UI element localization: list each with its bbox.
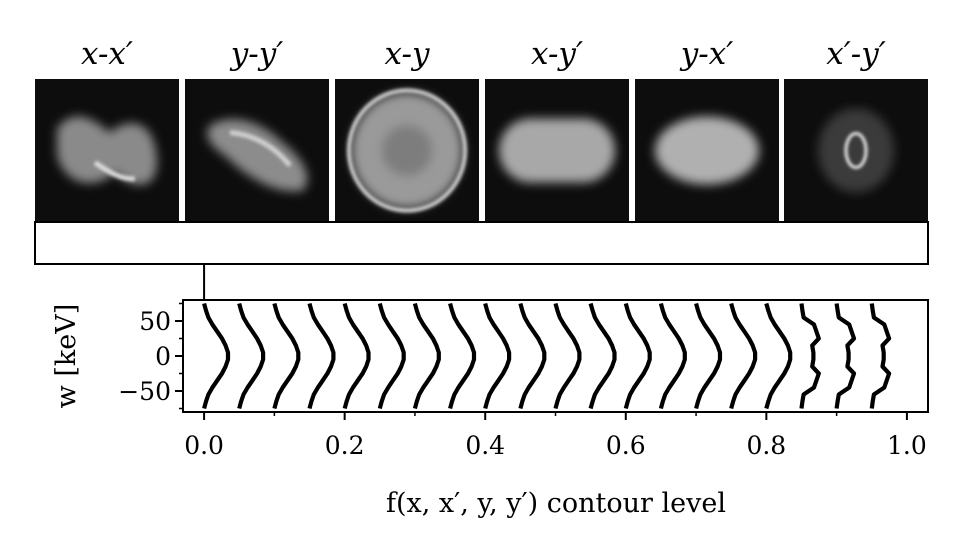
profile-curve-8 (483, 302, 512, 410)
panel-title-6: x′-y′ (784, 34, 928, 74)
profile-curve-7 (448, 302, 477, 410)
x-tick-label: 0.4 (465, 431, 505, 460)
x-tick-label: 1.0 (887, 431, 927, 460)
profile-curve-2 (272, 302, 301, 410)
profile-curve-16 (764, 302, 793, 410)
profile-curve-15 (729, 302, 758, 410)
profile-curve-9 (518, 302, 547, 410)
panel-disk (335, 79, 479, 222)
marker-bar (34, 221, 929, 265)
profile-curve-4 (342, 302, 371, 410)
plot-area: 0.0 0.2 0.4 0.6 0.8 1.0 50 0 −50 w [keV] f(x, x… (51, 299, 929, 519)
panel-title-2: y-y′ (185, 34, 329, 74)
panel-title-5: y-x′ (635, 34, 779, 74)
panel-capsule (485, 79, 629, 222)
profile-curve-12 (623, 302, 652, 410)
x-axis-ticks: 0.0 0.2 0.4 0.6 0.8 1.0 (184, 412, 927, 460)
panel-title-text: x-y (384, 36, 430, 72)
panel-title-3: x-y (335, 34, 479, 74)
panel-title-prime: ′ (726, 36, 734, 72)
panel-title-text: x′-y (826, 36, 879, 72)
x-tick-label: 0.2 (325, 431, 365, 460)
profile-curve-18 (834, 303, 857, 409)
profile-curve-0 (202, 302, 231, 410)
panel-title-text: x-x (81, 36, 126, 72)
panel-title-text: y-x (680, 36, 727, 72)
panel-s-curve (185, 79, 329, 222)
panel-title-1: x-x′ (35, 34, 179, 74)
y-axis-label: w [keV] (51, 304, 82, 409)
panel-title-text: y-y (230, 36, 277, 72)
x-tick-label: 0.6 (606, 431, 646, 460)
x-tick-label: 0.0 (184, 431, 224, 460)
profile-curve-13 (658, 302, 687, 410)
profile-curve-6 (412, 302, 441, 410)
panel-title-prime: ′ (276, 36, 284, 72)
x-tick-label: 0.8 (746, 431, 786, 460)
panel-title-4: x-y′ (485, 34, 629, 74)
panel-title-text: x-y (531, 36, 576, 72)
profile-curve-3 (307, 302, 336, 410)
y-tick-label: −50 (118, 377, 171, 406)
y-axis-ticks: 50 0 −50 (118, 302, 183, 410)
profile-curve-17 (799, 303, 821, 409)
y-tick-label: 0 (155, 342, 171, 371)
panel-title-prime: ′ (878, 36, 886, 72)
y-tick-label: 50 (139, 307, 171, 336)
projection-panels (35, 79, 928, 222)
profile-curves (202, 302, 892, 410)
panel-ellipse (635, 79, 779, 222)
profile-curve-19 (869, 303, 892, 409)
panel-title-prime: ′ (125, 36, 133, 72)
profile-curve-10 (553, 302, 582, 410)
plot-frame (182, 299, 929, 413)
x-axis-label: f(x, x′, y, y′) contour level (386, 488, 726, 519)
profile-curve-11 (588, 302, 617, 410)
profile-curve-1 (237, 302, 266, 410)
panel-bowtie (35, 79, 179, 222)
panel-title-prime: ′ (575, 36, 583, 72)
panel-ring (784, 79, 928, 222)
profile-curve-5 (377, 302, 406, 410)
profile-curve-14 (694, 302, 723, 410)
